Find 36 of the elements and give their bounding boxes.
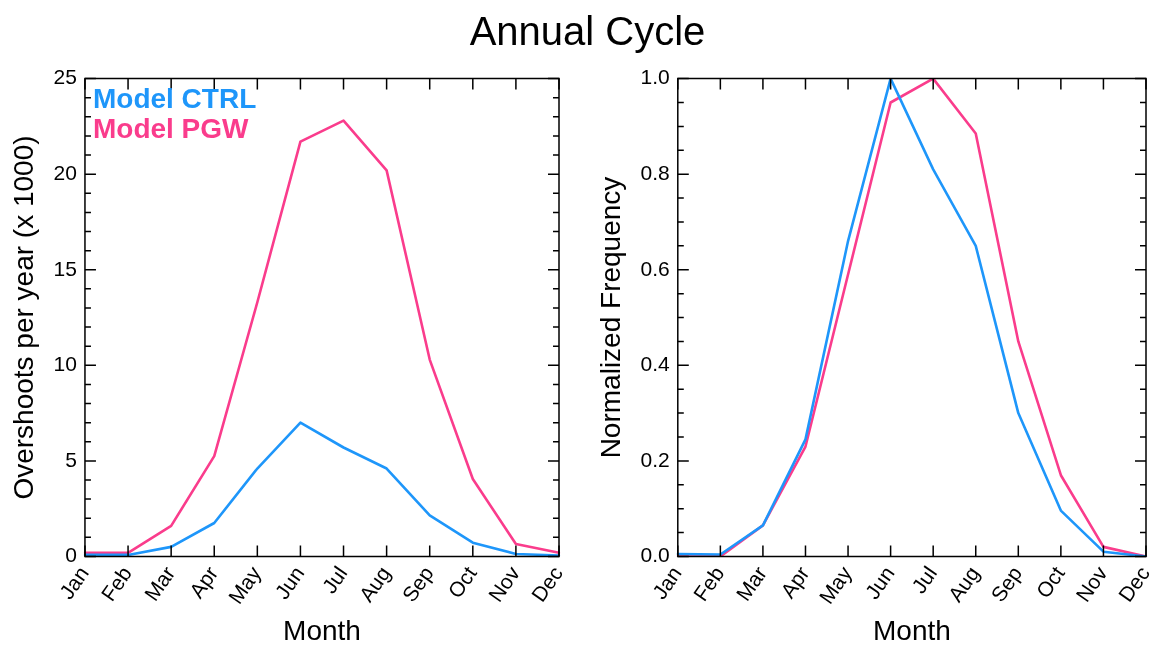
x-tick-label: Mar <box>731 562 771 605</box>
y-axis-title: Normalized Frequency <box>594 176 626 459</box>
x-tick-label: Apr <box>184 562 223 603</box>
x-tick-label: Jul <box>906 562 942 598</box>
x-tick-label: Nov <box>1071 561 1112 606</box>
x-tick-label: Apr <box>775 562 814 603</box>
y-tick-label: 20 <box>53 160 77 184</box>
x-tick-label: Dec <box>1113 562 1155 606</box>
x-tick-label: Feb <box>688 562 729 605</box>
y-tick-label: 15 <box>53 256 77 280</box>
x-tick-label: Oct <box>1031 561 1069 603</box>
x-tick-label: Jun <box>860 562 899 604</box>
x-tick-label: Feb <box>96 562 137 605</box>
y-tick-label: 5 <box>65 447 77 471</box>
y-tick-label: 0.2 <box>640 447 670 471</box>
y-tick-label: 0.8 <box>640 160 670 184</box>
text: Model CTRL <box>92 83 257 115</box>
y-axis-title: Overshoots per year (x 1000) <box>7 135 39 500</box>
x-tick-label: Dec <box>526 562 568 606</box>
y-tick-label: 25 <box>53 65 77 89</box>
chart-title: Annual Cycle <box>468 8 707 55</box>
x-axis-title: Month <box>872 614 951 646</box>
x-tick-label: Jun <box>270 562 309 604</box>
y-tick-label: 0.6 <box>640 256 670 280</box>
x-tick-label: Sep <box>397 562 438 606</box>
y-tick-label: 1.0 <box>640 65 670 89</box>
x-tick-label: Jul <box>317 562 352 598</box>
series-label: Model PGW <box>92 113 250 145</box>
y-tick-label: 10 <box>53 352 77 376</box>
y-tick-label: 0.4 <box>640 352 671 376</box>
x-tick-label: Oct <box>443 561 481 603</box>
x-axis-title: Month <box>283 614 361 646</box>
x-tick-label: Aug <box>354 562 395 606</box>
x-tick-label: Sep <box>986 562 1027 606</box>
x-tick-label: Aug <box>943 562 984 606</box>
x-tick-label: Mar <box>139 562 180 605</box>
